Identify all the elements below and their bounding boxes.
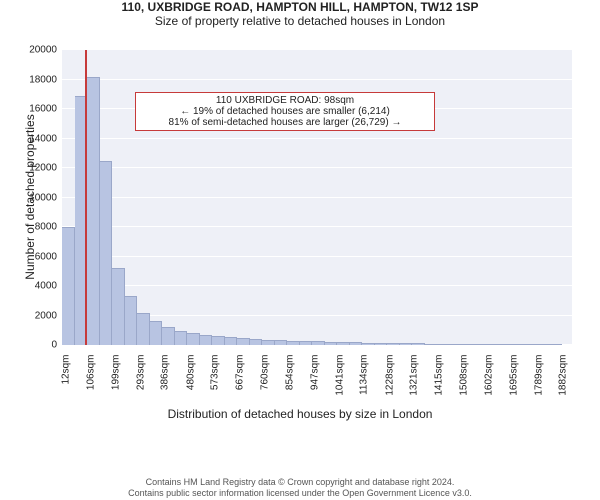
histogram-bar xyxy=(387,343,400,345)
histogram-bar xyxy=(550,344,563,345)
footer: Contains HM Land Registry data © Crown c… xyxy=(0,477,600,498)
y-tick-label: 6000 xyxy=(35,251,57,262)
x-tick-label: 106sqm xyxy=(86,355,97,391)
x-tick-label: 293sqm xyxy=(135,355,146,391)
y-tick-label: 4000 xyxy=(35,281,57,292)
x-tick-label: 12sqm xyxy=(61,355,72,385)
x-tick-label: 1415sqm xyxy=(434,355,445,396)
histogram-bar xyxy=(162,327,175,345)
histogram-bar xyxy=(487,344,500,345)
histogram-bar xyxy=(475,344,488,345)
histogram-bar xyxy=(112,268,125,345)
x-tick-label: 386sqm xyxy=(160,355,171,391)
page-title: 110, UXBRIDGE ROAD, HAMPTON HILL, HAMPTO… xyxy=(0,0,600,14)
histogram-bar xyxy=(400,343,413,345)
y-tick-label: 0 xyxy=(51,340,57,351)
histogram-bar xyxy=(87,77,100,345)
gridline xyxy=(62,197,572,198)
histogram-bar xyxy=(362,343,375,345)
x-tick-label: 1695sqm xyxy=(508,355,519,396)
x-tick-label: 480sqm xyxy=(185,355,196,391)
histogram-bar xyxy=(275,340,288,345)
histogram-bar xyxy=(225,337,238,345)
x-tick-label: 573sqm xyxy=(210,355,221,391)
x-tick-label: 1508sqm xyxy=(458,355,469,396)
histogram-bar xyxy=(462,344,475,345)
y-axis-label: Number of detached properties xyxy=(23,97,37,297)
histogram-bar xyxy=(425,344,438,345)
x-tick-label: 1228sqm xyxy=(384,355,395,396)
x-axis-label: Distribution of detached houses by size … xyxy=(0,407,600,421)
histogram-bar xyxy=(187,333,200,345)
histogram-bar xyxy=(450,344,463,345)
histogram-bar xyxy=(300,341,313,345)
x-tick-label: 667sqm xyxy=(235,355,246,391)
annotation-box: 110 UXBRIDGE ROAD: 98sqm← 19% of detache… xyxy=(135,92,435,131)
histogram-bar xyxy=(312,341,325,345)
gridline xyxy=(62,285,572,286)
x-tick-label: 1041sqm xyxy=(334,355,345,396)
y-tick-label: 2000 xyxy=(35,310,57,321)
gridline xyxy=(62,167,572,168)
x-tick-label: 854sqm xyxy=(285,355,296,391)
x-tick-label: 1602sqm xyxy=(484,355,495,396)
histogram-bar xyxy=(237,338,250,345)
gridline xyxy=(62,138,572,139)
footer-line-2: Contains public sector information licen… xyxy=(0,488,600,498)
histogram-bar xyxy=(150,321,163,345)
y-tick-label: 20000 xyxy=(29,45,57,56)
histogram-bar xyxy=(287,341,300,345)
gridline xyxy=(62,49,572,50)
histogram-bar xyxy=(412,343,425,345)
histogram-bar xyxy=(537,344,550,345)
x-tick-label: 1789sqm xyxy=(533,355,544,396)
gridline xyxy=(62,256,572,257)
x-tick-label: 1134sqm xyxy=(359,355,370,395)
x-tick-label: 1882sqm xyxy=(558,355,569,396)
histogram-bar xyxy=(137,313,150,345)
histogram-bar xyxy=(212,336,225,345)
page-subtitle: Size of property relative to detached ho… xyxy=(0,14,600,28)
x-tick-label: 947sqm xyxy=(309,355,320,391)
histogram-bar xyxy=(325,342,338,345)
y-tick-label: 18000 xyxy=(29,74,57,85)
annotation-line: ← 19% of detached houses are smaller (6,… xyxy=(142,106,428,117)
x-tick-label: 199sqm xyxy=(110,355,121,391)
footer-line-1: Contains HM Land Registry data © Crown c… xyxy=(0,477,600,487)
histogram-bar xyxy=(512,344,525,345)
gridline xyxy=(62,79,572,80)
histogram-bar xyxy=(62,227,75,345)
histogram-bar xyxy=(100,161,113,345)
y-tick-label: 8000 xyxy=(35,222,57,233)
histogram-bar xyxy=(375,343,388,345)
annotation-line: 110 UXBRIDGE ROAD: 98sqm xyxy=(142,95,428,106)
histogram-bar xyxy=(262,340,275,345)
histogram-bar xyxy=(350,342,363,345)
marker-line xyxy=(85,50,87,345)
x-tick-label: 1321sqm xyxy=(409,355,420,396)
histogram-bar xyxy=(125,296,138,345)
chart-container: 0200040006000800010000120001400016000180… xyxy=(0,40,600,450)
annotation-line: 81% of semi-detached houses are larger (… xyxy=(142,117,428,128)
histogram-bar xyxy=(337,342,350,345)
histogram-bar xyxy=(525,344,538,345)
histogram-bar xyxy=(500,344,513,345)
histogram-bar xyxy=(250,339,263,345)
histogram-bar xyxy=(200,335,213,345)
gridline xyxy=(62,226,572,227)
x-tick-label: 760sqm xyxy=(259,355,270,391)
histogram-bar xyxy=(175,331,188,345)
histogram-bar xyxy=(437,344,450,345)
